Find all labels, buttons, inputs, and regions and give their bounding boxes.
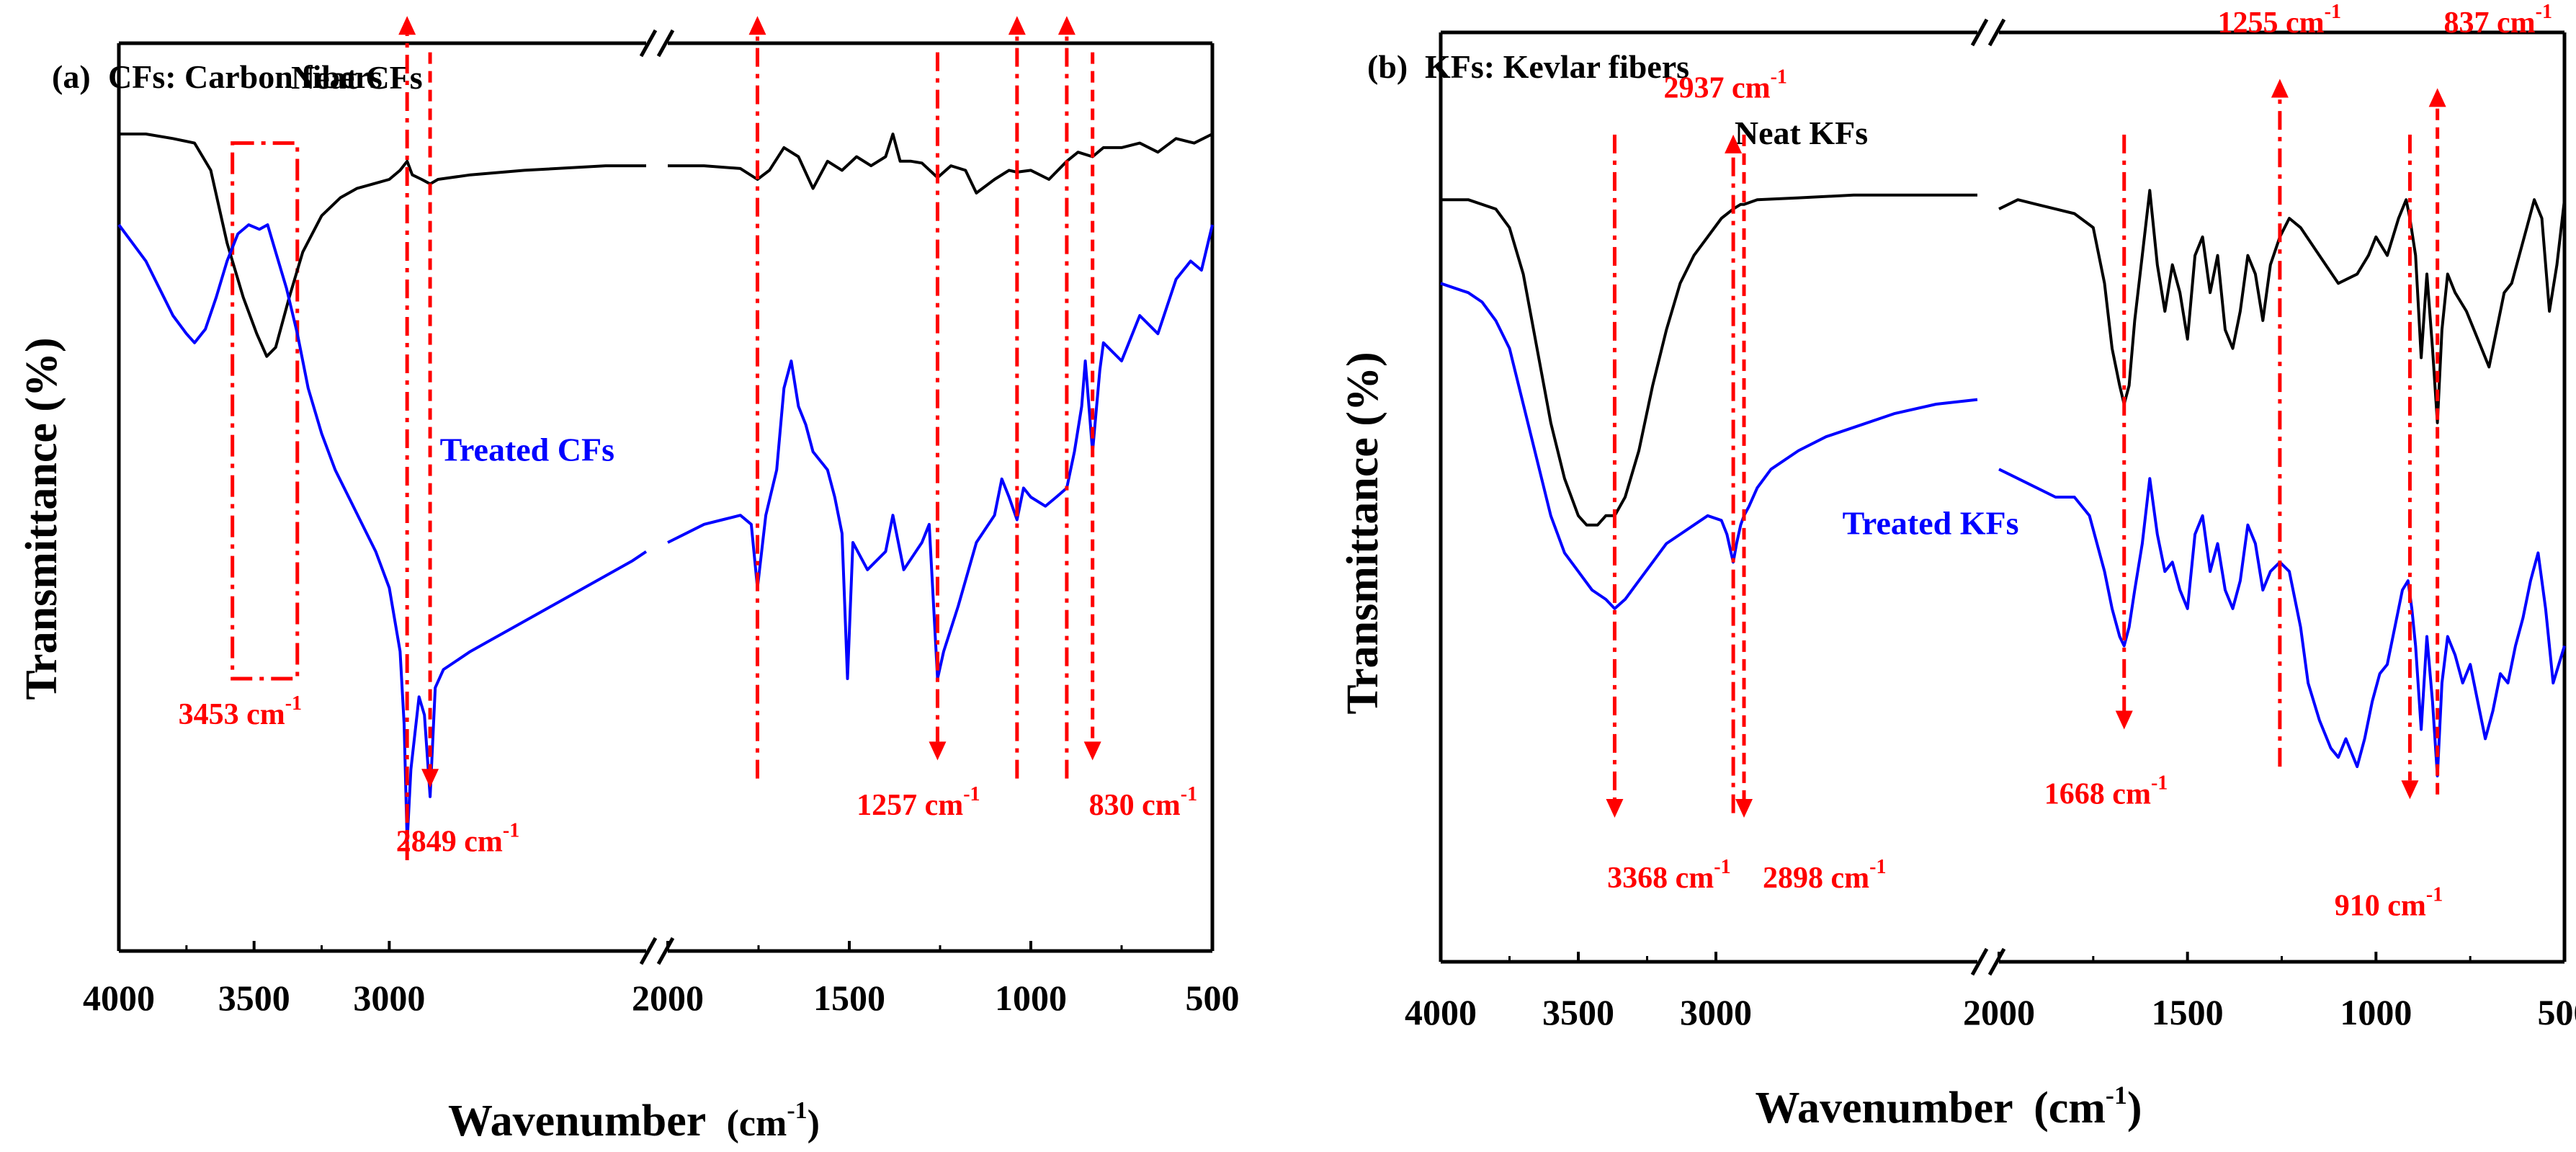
annotation-label: 2898 cm-1 <box>1763 856 1886 895</box>
x-axis-label-main: Wavenumber <box>1755 1084 2013 1133</box>
annotation-label: 3453 cm-1 <box>179 692 302 731</box>
axis-break-top <box>1970 18 2006 47</box>
series-label: Treated KFs <box>1843 505 2019 542</box>
annotation-arrowhead <box>2401 780 2419 800</box>
peak-annotation: 1038 cm-1 <box>1008 16 1026 779</box>
x-tick-label: 1500 <box>813 978 885 1018</box>
x-tick-label: 500 <box>2538 992 2576 1032</box>
annotation-arrowhead <box>2115 710 2133 730</box>
annotation-arrowhead <box>1725 134 1743 153</box>
annotation-arrowhead <box>929 741 947 761</box>
annotation-label: 2937 cm-1 <box>1663 66 1786 104</box>
peak-annotation: 1668 cm-1 <box>2044 134 2168 811</box>
x-tick-label: 3500 <box>1542 992 1614 1032</box>
x-axis-label-close: ) <box>2127 1084 2142 1133</box>
peak-annotation: 3368 cm-1 <box>1606 134 1731 895</box>
peak-annotation: 901 cm-1 <box>1057 16 1075 779</box>
peak-annotation: 2849 cm-1 <box>396 52 519 858</box>
x-axis-label-unit: (cm <box>2034 1084 2106 1133</box>
series-line <box>1441 193 1977 527</box>
x-tick-label: 1500 <box>2152 992 2224 1032</box>
annotation-label: 2849 cm-1 <box>396 819 519 858</box>
panel-a: (a) CFs: Carbon fibers Transmittance (%)… <box>17 16 1240 1146</box>
annotation-arrowhead <box>1083 741 1101 761</box>
series-line <box>119 133 646 358</box>
series-line <box>1998 189 2566 424</box>
annotation-arrowhead <box>1057 16 1075 35</box>
series-label: Treated CFs <box>440 432 614 468</box>
x-tick-label: 3500 <box>218 978 290 1018</box>
annotation-arrowhead <box>1008 16 1026 35</box>
series-line <box>117 223 648 844</box>
annotation-label: 1255 cm-1 <box>2218 1 2341 40</box>
panel-title: CFs: Carbon fibers <box>108 58 383 95</box>
series-line <box>1440 282 1978 610</box>
x-tick-label: 3000 <box>1680 992 1752 1032</box>
x-axis-label-sup: -1 <box>2106 1081 2127 1109</box>
annotation-arrowhead <box>398 16 416 35</box>
series-label: Neat KFs <box>1735 115 1868 151</box>
x-tick-label: 500 <box>1186 978 1240 1018</box>
annotation-label: 1668 cm-1 <box>2044 772 2168 811</box>
axis-break-top <box>639 29 675 58</box>
peak-annotation: 2937 cm-1 <box>1663 66 1787 813</box>
x-tick-label: 1000 <box>995 978 1067 1018</box>
x-axis-label-close: ) <box>808 1103 820 1144</box>
x-tick-label: 2000 <box>1963 992 2035 1032</box>
peak-annotation: 2934 cm-1 <box>398 16 416 860</box>
annotation-arrowhead <box>421 769 439 788</box>
axis-break-bottom <box>1970 947 2006 976</box>
annotation-label: 830 cm-1 <box>1089 783 1197 822</box>
series-line <box>668 133 1213 195</box>
x-axis-label-unit: (cm <box>727 1103 787 1144</box>
annotation-arrowhead <box>2428 88 2446 107</box>
peak-annotation: 3453 cm-1 <box>179 692 302 731</box>
annotation-arrowhead <box>2271 79 2289 98</box>
panel-title: KFs: Kevlar fibers <box>1425 48 1689 85</box>
y-axis-label: Transmittance (%) <box>17 337 66 700</box>
x-axis-label-sup: -1 <box>787 1097 807 1124</box>
annotation-label: 3368 cm-1 <box>1607 856 1730 895</box>
annotation-label: 1257 cm-1 <box>857 783 980 822</box>
peak-annotation: 910 cm-1 <box>2335 134 2443 923</box>
peak-annotation: 830 cm-1 <box>1083 52 1197 822</box>
x-tick-label: 4000 <box>1405 992 1477 1032</box>
axis-break-bottom <box>639 937 675 965</box>
annotation-label: 910 cm-1 <box>2335 884 2443 923</box>
peak-annotation: 1753 cm-1 <box>748 16 766 779</box>
x-tick-label: 1000 <box>2340 992 2412 1032</box>
peak-annotation: 837 cm-1 <box>2428 1 2552 795</box>
y-axis-label: Transmittance (%) <box>1338 352 1387 714</box>
annotation-arrowhead <box>748 16 766 35</box>
annotation-arrowhead <box>1606 799 1624 818</box>
annotation-label: 837 cm-1 <box>2444 1 2552 40</box>
series-line <box>667 224 1214 680</box>
panel-label: (b) <box>1367 48 1408 85</box>
x-axis-label: Wavenumber (cm-1) <box>1755 1081 2142 1133</box>
series-line <box>1998 468 2566 777</box>
x-axis-label: Wavenumber (cm-1) <box>448 1097 820 1146</box>
x-tick-label: 2000 <box>632 978 704 1018</box>
highlight-box <box>231 141 300 681</box>
annotation-arrowhead <box>1735 799 1753 818</box>
peak-annotation: 2898 cm-1 <box>1735 134 1886 895</box>
peak-annotation: 1257 cm-1 <box>857 52 980 822</box>
plot-frame <box>1439 30 2567 964</box>
panel-b: (b) KFs: Kevlar fibers Transmittance (%)… <box>1338 1 2576 1133</box>
peak-annotation: 1255 cm-1 <box>2218 1 2341 767</box>
series-label: Neat CFs <box>291 59 423 96</box>
x-axis-label-main: Wavenumber <box>448 1097 706 1146</box>
x-tick-label: 4000 <box>83 978 155 1018</box>
x-tick-label: 3000 <box>353 978 425 1018</box>
panel-label: (a) <box>52 58 91 95</box>
